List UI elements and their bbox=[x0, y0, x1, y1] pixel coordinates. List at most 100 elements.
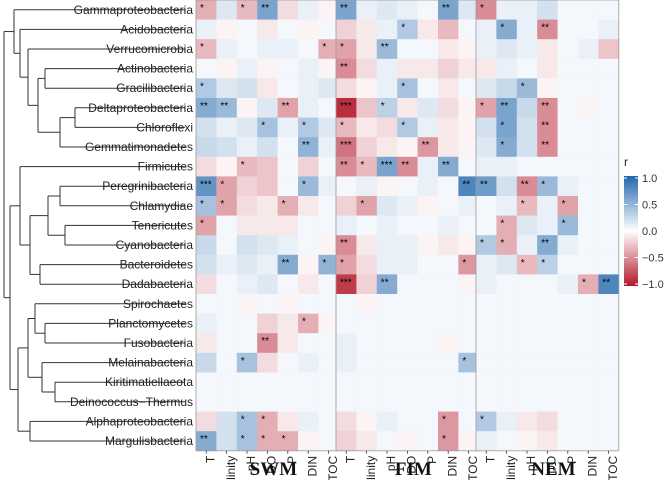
heatmap-cell bbox=[578, 176, 599, 197]
heatmap-cell bbox=[318, 117, 340, 138]
heatmap-cell bbox=[318, 352, 340, 373]
heatmap-cell bbox=[376, 117, 398, 138]
significance-mark: * bbox=[562, 199, 566, 210]
column-label: TOC bbox=[466, 455, 480, 480]
heatmap-cell bbox=[298, 294, 319, 314]
heatmap-cell bbox=[216, 333, 238, 354]
column-label: T bbox=[203, 455, 217, 463]
heatmap-cell bbox=[557, 156, 579, 177]
heatmap-cell bbox=[537, 254, 558, 275]
heatmap-cell bbox=[277, 215, 299, 236]
heatmap-cell bbox=[516, 313, 538, 334]
heatmap-cell bbox=[236, 78, 258, 99]
heatmap-cell bbox=[476, 215, 497, 236]
heatmap-cell bbox=[438, 431, 459, 452]
heatmap-cell bbox=[376, 19, 398, 40]
heatmap-cell bbox=[537, 196, 558, 216]
heatmap-cell bbox=[257, 58, 278, 79]
panel-nem: ** **** ** *** *** **** ** ** ** ** * *** ** ***T Sali… bbox=[475, 0, 620, 480]
heatmap-cell bbox=[557, 196, 579, 216]
significance-mark: ** bbox=[302, 140, 310, 151]
significance-mark: * bbox=[220, 199, 224, 210]
heatmap-cell bbox=[257, 235, 278, 256]
heatmap-cell bbox=[557, 176, 579, 197]
heatmap-cell bbox=[598, 58, 620, 79]
heatmap-cell bbox=[496, 352, 518, 373]
heatmap-cell bbox=[496, 196, 518, 216]
heatmap-cell bbox=[476, 372, 497, 393]
heatmap-cell bbox=[438, 98, 459, 118]
heatmap-cell bbox=[516, 39, 538, 60]
heatmap-cell bbox=[578, 78, 599, 99]
heatmap-cell bbox=[476, 98, 497, 118]
heatmap-cell bbox=[318, 313, 340, 334]
heatmap-cell bbox=[236, 137, 258, 158]
heatmap-cell bbox=[557, 431, 579, 452]
row-label: Acidobacteria bbox=[120, 22, 193, 36]
heatmap-cell bbox=[598, 372, 620, 393]
significance-mark: ** bbox=[602, 277, 610, 288]
heatmap-cell bbox=[438, 137, 459, 158]
heatmap-cell bbox=[318, 39, 340, 60]
heatmap-cell bbox=[397, 392, 418, 412]
row-label: Verrucomicrobia bbox=[106, 42, 193, 56]
significance-mark: * bbox=[401, 23, 405, 34]
heatmap-cell bbox=[397, 98, 418, 118]
heatmap-cell bbox=[438, 156, 459, 177]
row-label: Spirochaetes bbox=[123, 297, 193, 311]
significance-mark: * bbox=[302, 179, 306, 190]
heatmap-cell bbox=[598, 294, 620, 314]
heatmap-cell bbox=[557, 0, 579, 20]
row-label: Gemmatimonadetes bbox=[85, 140, 193, 154]
heatmap-cell bbox=[336, 411, 357, 432]
heatmap-cell bbox=[196, 117, 217, 138]
heatmap-cell bbox=[438, 235, 459, 256]
row-label: Deinococcus−Thermus bbox=[70, 395, 193, 409]
heatmap-cell bbox=[496, 137, 518, 158]
heatmap-cell bbox=[438, 313, 459, 334]
heatmap-cell bbox=[356, 78, 378, 99]
heatmap-cell bbox=[417, 333, 439, 354]
heatmap-cell bbox=[516, 352, 538, 373]
heatmap-cell bbox=[496, 215, 518, 236]
heatmap-cell bbox=[496, 313, 518, 334]
heatmap-cell bbox=[598, 176, 620, 197]
heatmap-cell bbox=[277, 98, 299, 118]
heatmap-cell bbox=[356, 352, 378, 373]
significance-mark: * bbox=[360, 160, 364, 171]
heatmap-cell bbox=[257, 313, 278, 334]
row-label: Gammaproteobacteria bbox=[74, 3, 194, 17]
heatmap-cell bbox=[458, 39, 480, 60]
heatmap-cell bbox=[417, 176, 439, 197]
heatmap-cell bbox=[196, 98, 217, 118]
heatmap-cell bbox=[277, 294, 299, 314]
heatmap-cell bbox=[458, 196, 480, 216]
heatmap-cell bbox=[578, 196, 599, 216]
heatmap-cell bbox=[557, 294, 579, 314]
heatmap-cell bbox=[277, 117, 299, 138]
heatmap-cell bbox=[496, 156, 518, 177]
heatmap-cell bbox=[557, 411, 579, 432]
heatmap-cell bbox=[257, 39, 278, 60]
significance-mark: ** bbox=[422, 140, 430, 151]
significance-mark: * bbox=[241, 356, 245, 367]
heatmap-cell bbox=[277, 333, 299, 354]
heatmap-cell bbox=[236, 196, 258, 216]
heatmap-cell bbox=[417, 137, 439, 158]
heatmap-cell bbox=[578, 411, 599, 432]
heatmap-cell bbox=[537, 372, 558, 393]
panel-fim: ** **** ******** ** **** **** * *** ** ******** **… bbox=[335, 0, 480, 480]
heatmap-cell bbox=[417, 294, 439, 314]
heatmap-cell bbox=[496, 19, 518, 40]
heatmap-cell bbox=[417, 196, 439, 216]
heatmap-cell bbox=[476, 196, 497, 216]
heatmap-cell bbox=[458, 215, 480, 236]
heatmap-cell bbox=[356, 98, 378, 118]
heatmap-cell bbox=[578, 313, 599, 334]
heatmap-cell bbox=[216, 176, 238, 197]
significance-mark: * bbox=[401, 81, 405, 92]
heatmap-cell bbox=[336, 254, 357, 275]
heatmap-cell bbox=[537, 294, 558, 314]
heatmap-cell bbox=[557, 58, 579, 79]
color-legend: r 1.0 0.5 0.0 −0.5 −1.0 bbox=[624, 155, 664, 291]
